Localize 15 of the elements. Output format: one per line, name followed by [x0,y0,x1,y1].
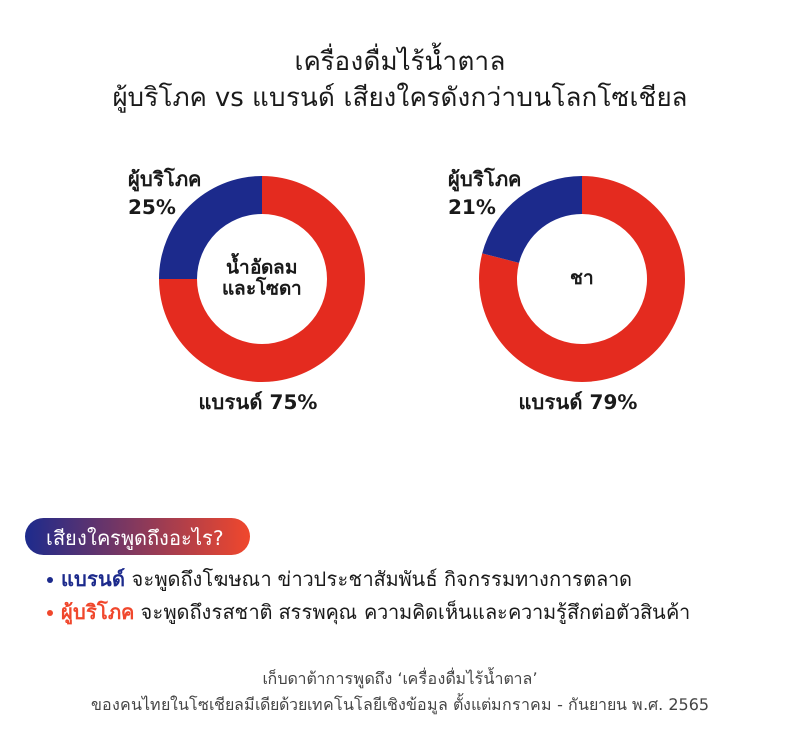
text: น้ำอัดลม และโซดา [222,252,302,300]
data-label: 21% [448,195,496,219]
slice-label: ผู้บริโภค [448,167,521,193]
text: เก็บดาต้าการพูดถึง ‘เครื่องดื่มไร้น้ำตาล’ [262,667,538,689]
text: แบรนด์ จะพูดถึงโฆษณา ข่าวประชาสัมพันธ์ กิจกรรมทางการตลาด [61,567,632,592]
text: ของคนไทยในโซเชียลมีเดียด้วยเทคโนโลยีเชิงข้อมูล ตั้งแต่มกราคม - กันยายน พ.ศ. 2565 [90,693,710,715]
slice-label: ผู้บริโภค [128,167,201,193]
slice-label: แบรนด์ 79% [518,390,638,414]
slice-label: แบรนด์ 75% [198,390,318,414]
text: ผู้บริโภค vs แบรนด์ เสียงใครดังกว่าบนโลกโซเชียล [112,82,688,113]
data-label: 25% [128,195,176,219]
text: เสียงใครพูดถึงอะไร? [46,526,224,551]
text: ชา [570,267,594,289]
text: ผู้บริโภค จะพูดถึงรสชาติ สรรพคุณ ความคิดเห็นและความรู้สึกต่อตัวสินค้า [61,599,690,626]
text: เครื่องดื่มไร้น้ำตาล [294,42,506,77]
